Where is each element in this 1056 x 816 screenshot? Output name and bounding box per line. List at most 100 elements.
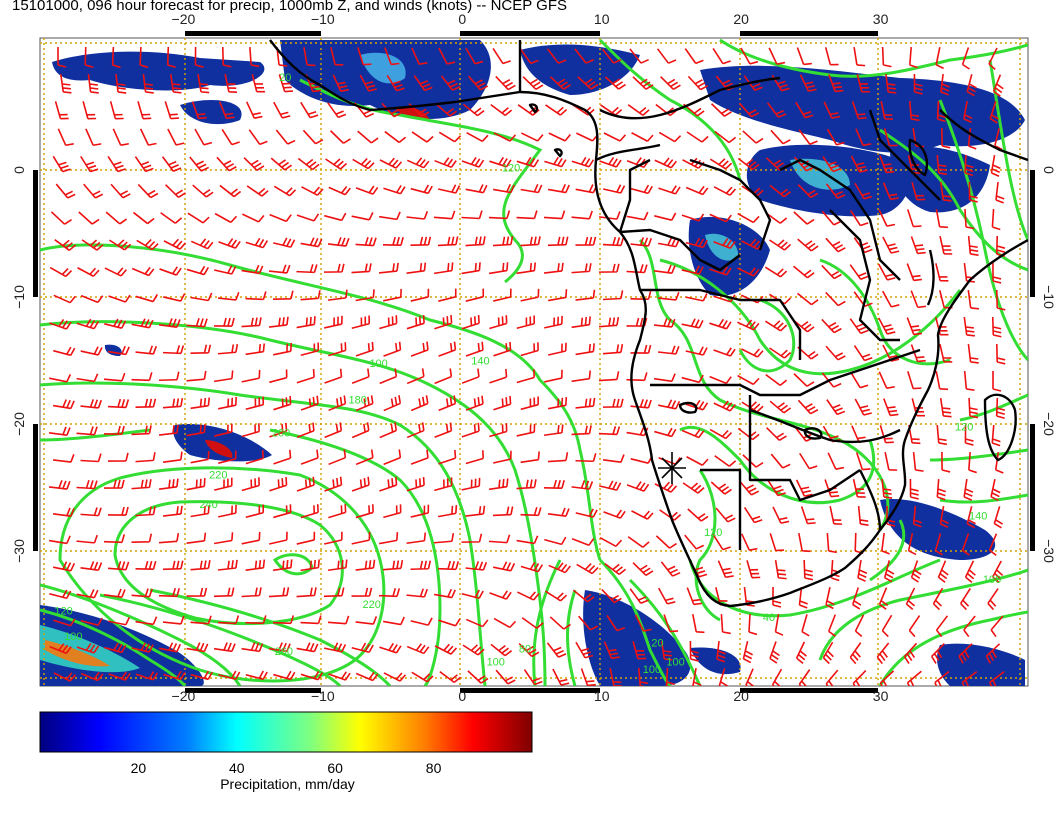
- wind-barb-stroke: [49, 266, 73, 278]
- wind-barb-stroke: [604, 562, 627, 576]
- wind-barb-stroke: [544, 590, 568, 602]
- wind-barb-stroke: [241, 531, 261, 545]
- wind-barb-stroke: [716, 640, 726, 663]
- wind-barb: [552, 668, 570, 686]
- wind-barb-stroke: [217, 559, 238, 571]
- wind-barb-stroke: [493, 341, 512, 357]
- wind-barb-stroke: [715, 507, 736, 523]
- wind-barb: [603, 132, 627, 142]
- wind-barb: [213, 532, 234, 545]
- contour-label: 100: [369, 358, 387, 370]
- wind-barb: [684, 48, 704, 65]
- wind-barb: [574, 48, 594, 64]
- wind-barb-stroke: [746, 560, 761, 579]
- wind-barb: [76, 642, 100, 654]
- wind-barb-stroke: [495, 75, 516, 91]
- wind-barb: [272, 615, 295, 625]
- wind-barb: [603, 509, 626, 519]
- wind-barb: [439, 670, 462, 684]
- wind-barb: [351, 263, 372, 274]
- wind-barb: [598, 317, 620, 328]
- wind-barb: [466, 131, 489, 143]
- wind-barb: [190, 505, 210, 518]
- wind-barb: [214, 212, 238, 224]
- wind-barb-stroke: [967, 235, 979, 256]
- wind-barb: [440, 75, 461, 91]
- wind-barb-stroke: [720, 613, 731, 635]
- wind-barb: [80, 671, 104, 682]
- wind-barb-stroke: [81, 239, 104, 251]
- lat-tick-label: 0: [11, 166, 27, 174]
- wind-barb: [908, 615, 921, 638]
- wind-barb-stroke: [548, 562, 571, 574]
- wind-barb: [571, 210, 593, 220]
- contour-label: 120: [955, 421, 973, 433]
- wind-barb-stroke: [160, 212, 183, 224]
- wind-barb-stroke: [769, 533, 785, 552]
- wind-barb: [48, 480, 71, 490]
- wind-barb: [251, 74, 265, 93]
- wind-barb: [269, 422, 288, 438]
- wind-barb: [161, 156, 182, 172]
- wind-barb-stroke: [829, 506, 843, 525]
- wind-barb: [881, 478, 893, 499]
- wind-barb: [793, 265, 815, 279]
- wind-barb-stroke: [131, 372, 153, 382]
- wind-barb-stroke: [658, 237, 680, 248]
- contour-label: 200: [272, 428, 290, 440]
- wind-barb-stroke: [654, 212, 677, 221]
- wind-barb: [685, 185, 709, 196]
- wind-barb: [80, 399, 103, 409]
- wind-barb: [410, 184, 433, 195]
- wind-barb-stroke: [908, 615, 921, 638]
- wind-barb: [465, 450, 484, 465]
- wind-barb: [598, 371, 620, 382]
- wind-barb-stroke: [523, 669, 543, 686]
- wind-barb-stroke: [992, 370, 1002, 392]
- wind-barb-stroke: [797, 399, 819, 415]
- wind-barb: [966, 74, 977, 97]
- wind-barb-stroke: [681, 428, 705, 439]
- wind-barb-stroke: [575, 343, 595, 356]
- wind-barb: [990, 154, 1001, 177]
- wind-barb: [190, 397, 211, 410]
- wind-barb-stroke: [769, 641, 780, 664]
- wind-barb-stroke: [296, 476, 315, 492]
- wind-barb-stroke: [936, 478, 946, 501]
- wind-barb-stroke: [906, 317, 922, 336]
- wind-barb-stroke: [57, 47, 67, 68]
- wind-barb-stroke: [59, 73, 72, 94]
- wind-barb-stroke: [218, 238, 241, 249]
- wind-barb: [461, 368, 480, 384]
- wind-barb-stroke: [327, 289, 348, 301]
- wind-barb-stroke: [961, 533, 970, 556]
- wind-barb-stroke: [493, 561, 516, 572]
- wind-barb-stroke: [826, 128, 845, 146]
- wind-barb-stroke: [135, 294, 159, 303]
- wind-barb: [159, 642, 182, 653]
- wind-barb: [162, 505, 183, 517]
- wind-barb-stroke: [190, 344, 212, 354]
- wind-barb-stroke: [112, 128, 129, 146]
- wind-barb-stroke: [488, 478, 509, 491]
- wind-barb-stroke: [329, 130, 351, 144]
- wind-barb: [606, 615, 626, 632]
- wind-barb-stroke: [54, 101, 69, 120]
- wind-barb-stroke: [821, 318, 842, 334]
- lat-tick-label: 0: [1041, 166, 1056, 174]
- wind-barb: [135, 560, 157, 570]
- wind-barb: [383, 504, 402, 519]
- wind-barb: [351, 422, 370, 439]
- wind-barb: [854, 182, 873, 200]
- wind-barb-stroke: [827, 614, 837, 637]
- wind-barb: [740, 533, 758, 551]
- wind-barb-stroke: [797, 184, 819, 199]
- axis-ticks: [33, 31, 1035, 693]
- wind-barb: [517, 591, 540, 601]
- wind-barb-stroke: [218, 450, 237, 464]
- lat-tick-label: −30: [11, 539, 27, 563]
- country-border: [650, 348, 921, 397]
- wind-barb: [245, 559, 266, 572]
- wind-barb-stroke: [546, 48, 567, 64]
